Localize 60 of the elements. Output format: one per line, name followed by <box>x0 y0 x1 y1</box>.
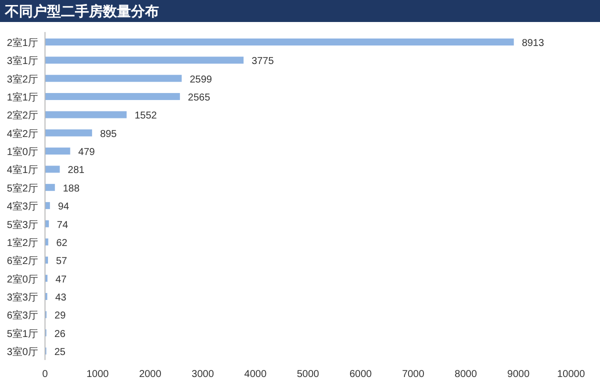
bar <box>45 220 49 228</box>
bar <box>45 38 514 46</box>
data-label: 43 <box>55 292 67 304</box>
data-label: 62 <box>56 238 68 249</box>
bar <box>45 238 48 246</box>
y-tick-label: 3室2厅 <box>6 73 38 86</box>
y-tick-label: 5室1厅 <box>6 328 38 340</box>
data-label: 895 <box>100 128 118 140</box>
x-tick-label: 9000 <box>507 369 530 380</box>
bar <box>45 166 60 173</box>
data-label: 281 <box>68 165 85 176</box>
data-label: 2565 <box>188 92 211 104</box>
y-tick-label: 4室2厅 <box>6 128 38 140</box>
y-tick-label: 5室2厅 <box>6 182 38 194</box>
y-tick-label: 2室0厅 <box>6 273 38 286</box>
bar <box>45 184 55 191</box>
y-tick-label: 6室2厅 <box>6 255 38 268</box>
bar <box>45 129 92 136</box>
data-label: 47 <box>55 274 68 286</box>
y-tick-label: 2室2厅 <box>6 110 38 122</box>
data-label: 479 <box>78 147 96 158</box>
data-label: 57 <box>56 256 68 268</box>
chart-title: 不同户型二手房数量分布 <box>4 3 159 19</box>
y-tick-label: 1室2厅 <box>6 236 38 249</box>
y-tick-label: 4室1厅 <box>6 164 38 176</box>
x-tick-label: 7000 <box>402 369 425 380</box>
bar <box>45 202 50 210</box>
y-tick-label: 4室3厅 <box>6 200 38 213</box>
x-tick-label: 2000 <box>139 369 162 380</box>
x-tick-label: 1000 <box>86 369 110 380</box>
data-label: 25 <box>54 347 66 358</box>
bar <box>45 56 244 64</box>
x-tick-label: 8000 <box>454 369 478 380</box>
data-label: 74 <box>56 220 68 231</box>
x-tick-label: 5000 <box>296 369 320 380</box>
data-label: 29 <box>54 310 66 322</box>
bar <box>45 111 127 118</box>
y-tick-label: 2室1厅 <box>6 37 38 49</box>
y-tick-label: 3室0厅 <box>6 346 38 358</box>
y-tick-label: 1室1厅 <box>6 92 38 104</box>
x-tick-label: 4000 <box>244 369 267 380</box>
y-tick-label: 6室3厅 <box>6 310 38 322</box>
bar <box>45 148 70 155</box>
data-label: 26 <box>54 328 66 340</box>
y-tick-label: 3室3厅 <box>6 291 38 304</box>
data-label: 94 <box>58 202 70 213</box>
x-tick-label: 6000 <box>349 369 372 380</box>
data-label: 3775 <box>252 56 274 68</box>
data-label: 8913 <box>522 38 545 49</box>
data-label: 2599 <box>190 74 212 86</box>
x-tick-label: 3000 <box>192 369 214 380</box>
bar <box>45 74 182 82</box>
y-tick-label: 1室0厅 <box>6 146 38 158</box>
x-tick-label: 0 <box>42 369 48 380</box>
data-label: 188 <box>62 183 80 194</box>
bar <box>45 93 180 100</box>
y-tick-label: 5室3厅 <box>6 218 38 231</box>
y-tick-label: 3室1厅 <box>6 55 38 68</box>
x-tick-label: 10000 <box>557 369 586 380</box>
data-label: 1552 <box>134 110 158 122</box>
